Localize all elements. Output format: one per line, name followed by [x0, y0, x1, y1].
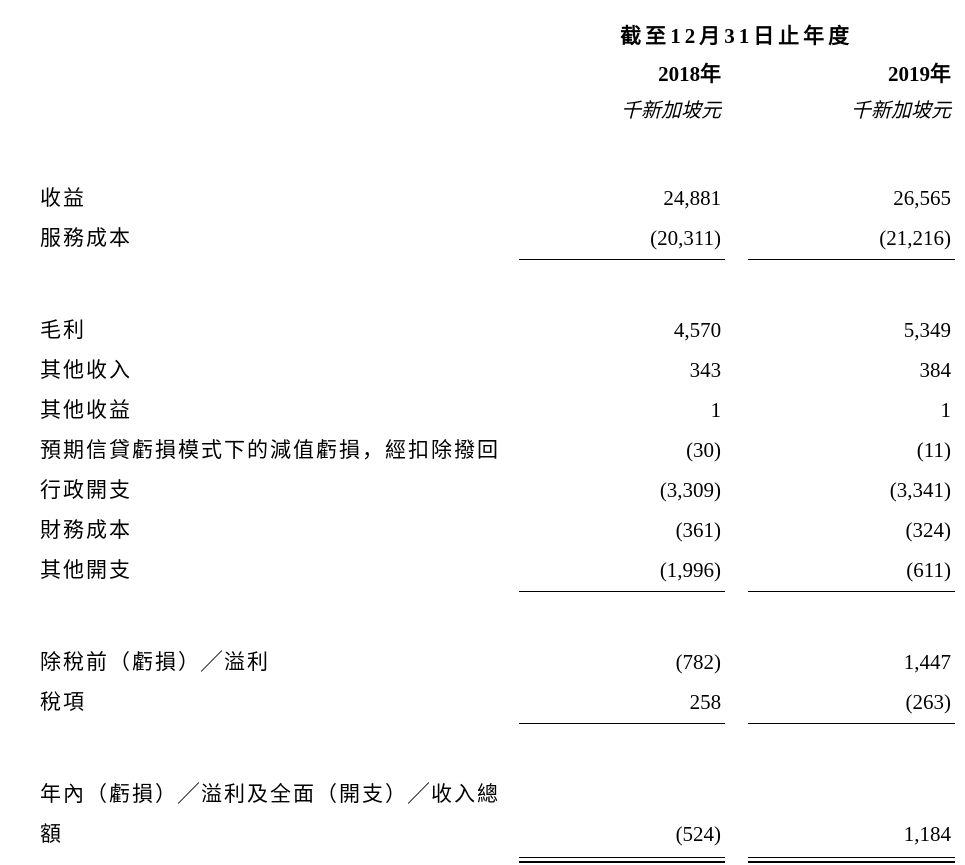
unit-row: 千新加坡元 千新加坡元 — [40, 92, 955, 127]
year-row: 2018年 2019年 — [40, 56, 955, 92]
year-2018: 2018年 — [519, 56, 726, 92]
row-value-2018: 343 — [519, 351, 726, 391]
row-value-2019: 1,184 — [748, 775, 955, 855]
row-value-2018: (1,996) — [519, 551, 726, 591]
table-row: 預期信貸虧損模式下的減值虧損，經扣除撥回 (30) (11) — [40, 431, 955, 471]
row-value-2018: (20,311) — [519, 219, 726, 259]
row-label: 行政開支 — [40, 471, 519, 511]
unit-2019: 千新加坡元 — [748, 92, 955, 127]
row-label: 除稅前（虧損）╱溢利 — [40, 643, 519, 683]
row-value-2019: 384 — [748, 351, 955, 391]
row-value-2019: (11) — [748, 431, 955, 471]
table-row: 服務成本 (20,311) (21,216) — [40, 219, 955, 259]
row-label: 服務成本 — [40, 219, 519, 259]
row-value-2019: (21,216) — [748, 219, 955, 259]
row-value-2018: 4,570 — [519, 311, 726, 351]
row-value-2019: (3,341) — [748, 471, 955, 511]
row-label: 年內（虧損）╱溢利及全面（開支）╱收入總額 — [40, 775, 519, 855]
table-row: 其他收益 1 1 — [40, 391, 955, 431]
row-label: 毛利 — [40, 311, 519, 351]
table-row: 其他收入 343 384 — [40, 351, 955, 391]
row-value-2018: 1 — [519, 391, 726, 431]
row-value-2019: (324) — [748, 511, 955, 551]
row-label: 稅項 — [40, 683, 519, 723]
row-value-2019: (263) — [748, 683, 955, 723]
table-row: 毛利 4,570 5,349 — [40, 311, 955, 351]
table-row: 其他開支 (1,996) (611) — [40, 551, 955, 591]
row-value-2018: 24,881 — [519, 179, 726, 219]
table-row: 年內（虧損）╱溢利及全面（開支）╱收入總額 (524) 1,184 — [40, 775, 955, 855]
row-value-2018: 258 — [519, 683, 726, 723]
year-2019: 2019年 — [748, 56, 955, 92]
row-value-2018: (524) — [519, 775, 726, 855]
header-span-row: 截至12月31日止年度 — [40, 20, 955, 56]
final-underline-row — [40, 855, 955, 865]
row-value-2019: (611) — [748, 551, 955, 591]
row-value-2018: (3,309) — [519, 471, 726, 511]
period-header: 截至12月31日止年度 — [519, 20, 955, 56]
row-label: 其他開支 — [40, 551, 519, 591]
row-label: 其他收入 — [40, 351, 519, 391]
row-value-2019: 26,565 — [748, 179, 955, 219]
financial-table: 截至12月31日止年度 2018年 2019年 千新加坡元 千新加坡元 收益 2… — [40, 20, 955, 865]
row-value-2018: (782) — [519, 643, 726, 683]
table-row: 稅項 258 (263) — [40, 683, 955, 723]
row-value-2019: 5,349 — [748, 311, 955, 351]
row-label: 收益 — [40, 179, 519, 219]
row-value-2019: 1 — [748, 391, 955, 431]
row-label: 其他收益 — [40, 391, 519, 431]
row-value-2018: (30) — [519, 431, 726, 471]
row-label: 預期信貸虧損模式下的減值虧損，經扣除撥回 — [40, 431, 519, 471]
row-label: 財務成本 — [40, 511, 519, 551]
table-row: 除稅前（虧損）╱溢利 (782) 1,447 — [40, 643, 955, 683]
table-row: 財務成本 (361) (324) — [40, 511, 955, 551]
row-value-2018: (361) — [519, 511, 726, 551]
row-value-2019: 1,447 — [748, 643, 955, 683]
table-row: 收益 24,881 26,565 — [40, 179, 955, 219]
unit-2018: 千新加坡元 — [519, 92, 726, 127]
table-row: 行政開支 (3,309) (3,341) — [40, 471, 955, 511]
